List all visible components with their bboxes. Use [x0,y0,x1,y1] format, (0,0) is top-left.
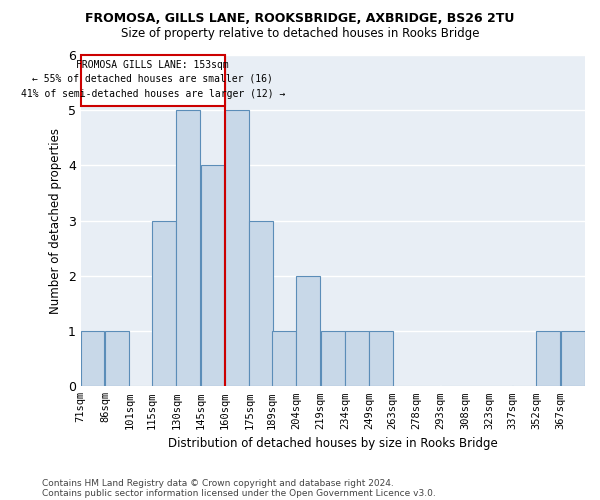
FancyBboxPatch shape [80,55,225,106]
Bar [272,331,296,386]
Text: Size of property relative to detached houses in Rooks Bridge: Size of property relative to detached ho… [121,28,479,40]
Bar [370,331,393,386]
Bar [250,220,273,386]
Text: FROMOSA GILLS LANE: 153sqm: FROMOSA GILLS LANE: 153sqm [76,60,229,70]
Bar [536,331,560,386]
Bar [320,331,344,386]
Text: Contains HM Land Registry data © Crown copyright and database right 2024.: Contains HM Land Registry data © Crown c… [42,478,394,488]
Text: Contains public sector information licensed under the Open Government Licence v3: Contains public sector information licen… [42,488,436,498]
Bar [296,276,320,386]
Text: FROMOSA, GILLS LANE, ROOKSBRIDGE, AXBRIDGE, BS26 2TU: FROMOSA, GILLS LANE, ROOKSBRIDGE, AXBRID… [85,12,515,26]
Bar [80,331,104,386]
Bar [105,331,129,386]
Bar [560,331,584,386]
Bar [200,166,224,386]
Bar [225,110,249,386]
Text: 41% of semi-detached houses are larger (12) →: 41% of semi-detached houses are larger (… [20,88,285,99]
Bar [176,110,200,386]
Y-axis label: Number of detached properties: Number of detached properties [49,128,62,314]
Text: ← 55% of detached houses are smaller (16): ← 55% of detached houses are smaller (16… [32,74,273,84]
Bar [345,331,369,386]
X-axis label: Distribution of detached houses by size in Rooks Bridge: Distribution of detached houses by size … [168,437,498,450]
Bar [152,220,176,386]
